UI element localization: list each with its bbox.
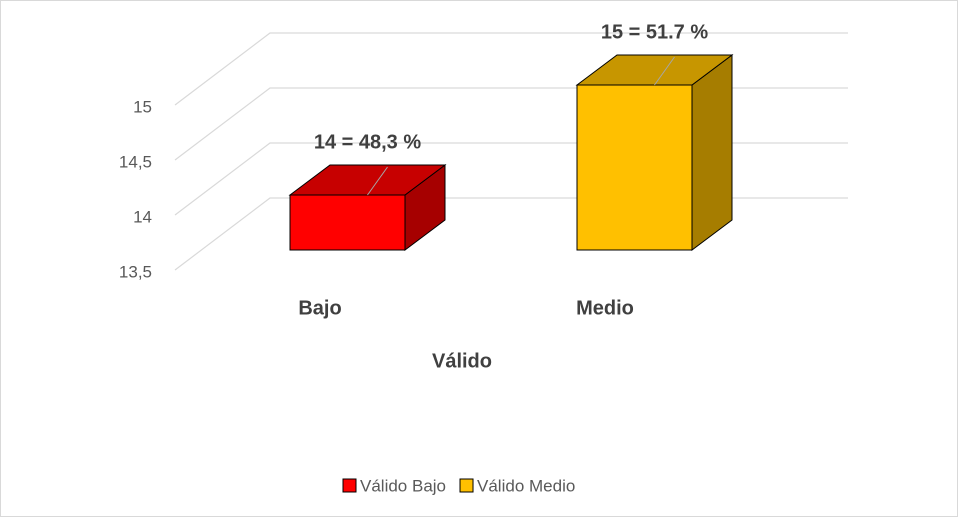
legend-label: Válido Medio: [477, 476, 575, 495]
y-tick-label: 14: [133, 207, 152, 226]
bar: [289, 194, 406, 251]
x-axis-title: Válido: [432, 350, 492, 372]
legend-label: Válido Bajo: [360, 476, 446, 495]
leader-line: [654, 56, 675, 86]
legend-swatch: [342, 478, 357, 493]
legend-swatch: [459, 478, 474, 493]
bar: [576, 84, 693, 251]
grid-line: [174, 32, 848, 106]
data-label: 14 = 48,3 %: [314, 131, 422, 153]
bar-side: [691, 54, 733, 251]
y-tick-label: 13,5: [119, 262, 152, 281]
y-tick-label: 15: [133, 97, 152, 116]
leader-line: [367, 166, 388, 196]
data-label: 15 = 51.7 %: [601, 21, 709, 43]
y-tick-label: 14,5: [119, 152, 152, 171]
x-tick-label: Bajo: [298, 297, 341, 319]
x-tick-label: Medio: [576, 297, 634, 319]
